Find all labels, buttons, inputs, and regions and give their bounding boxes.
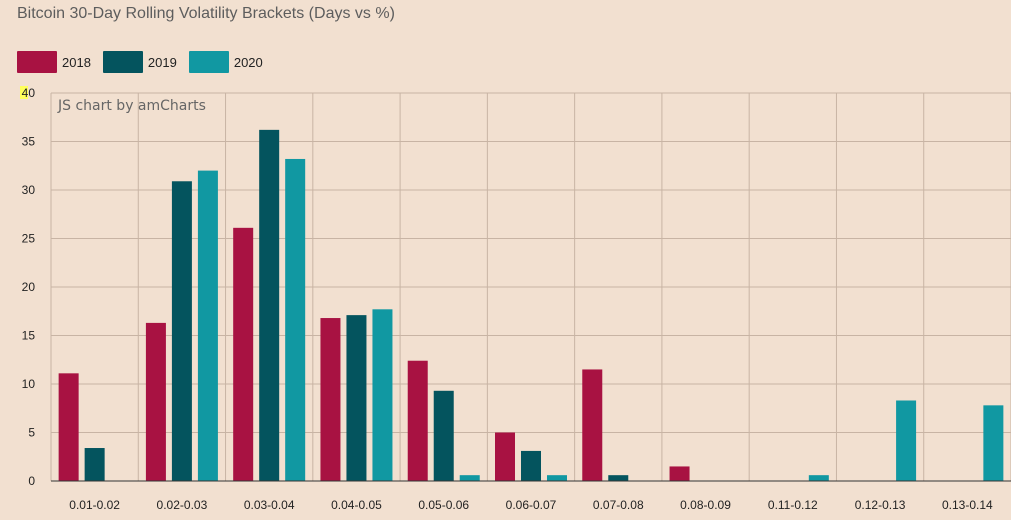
x-tick-label: 0.06-0.07 [506, 498, 557, 512]
legend-swatch-2018 [17, 51, 57, 73]
bar-2019-0.04-0.05[interactable] [346, 315, 367, 481]
x-tick-label: 0.01-0.02 [69, 498, 120, 512]
bar-2019-0.06-0.07[interactable] [521, 450, 541, 481]
x-tick-label: 0.13-0.14 [942, 498, 993, 512]
y-tick-label: 40 [22, 86, 36, 100]
legend-label-2018: 2018 [62, 54, 91, 70]
bar-layer [58, 129, 1004, 482]
bar-2020-0.02-0.03[interactable] [197, 170, 218, 481]
bar-2020-0.06-0.07[interactable] [547, 475, 567, 481]
axis-layer: 0 5 10 15 20 25 30 35 40 0.01-0.02 0.02-0.03 0.03-0… [20, 86, 1011, 512]
legend-swatch-2020 [188, 51, 229, 73]
bar-2020-0.05-0.06[interactable] [459, 475, 480, 481]
bar-2019-0.01-0.02[interactable] [84, 448, 105, 481]
bar-2018-0.01-0.02[interactable] [58, 373, 79, 481]
x-tick-label: 0.12-0.13 [855, 498, 906, 512]
bar-2018-0.02-0.03[interactable] [145, 322, 166, 481]
y-tick-label: 15 [22, 329, 36, 343]
bar-2020-0.04-0.05[interactable] [372, 309, 393, 481]
bar-2018-0.05-0.06[interactable] [407, 360, 428, 481]
bar-2020-0.03-0.04[interactable] [285, 158, 306, 481]
x-tick-label: 0.03-0.04 [244, 498, 295, 512]
y-tick-label: 30 [22, 183, 36, 197]
y-tick-label: 20 [22, 280, 36, 294]
y-tick-label: 5 [28, 426, 35, 440]
tick-highlight [20, 86, 28, 99]
y-tick-label: 25 [22, 232, 36, 246]
bar-2020-0.12-0.13[interactable] [896, 400, 917, 481]
bar-2020-0.13-0.14[interactable] [983, 405, 1004, 481]
bar-2019-0.03-0.04[interactable] [259, 129, 280, 482]
bar-2019-0.05-0.06[interactable] [433, 390, 454, 481]
x-tick-label: 0.08-0.09 [680, 498, 731, 512]
bar-2018-0.06-0.07[interactable] [495, 432, 515, 482]
x-tick-label: 0.02-0.03 [157, 498, 208, 512]
x-tick-label: 0.07-0.08 [593, 498, 644, 512]
bar-2018-0.03-0.04[interactable] [233, 227, 254, 481]
grid-layer [50, 92, 1011, 482]
y-tick-label: 10 [22, 377, 36, 391]
y-tick-label: 35 [22, 135, 36, 149]
bar-2018-0.04-0.05[interactable] [320, 318, 341, 481]
bar-2018-0.08-0.09[interactable] [669, 466, 690, 481]
legend-item-2018[interactable]: 2018 [17, 51, 91, 73]
legend-item-2020[interactable]: 2020 [188, 51, 263, 73]
legend-item-2019[interactable]: 2019 [102, 51, 177, 73]
x-tick-label: 0.05-0.06 [418, 498, 469, 512]
legend-label-2019: 2019 [147, 54, 177, 70]
chart-credit[interactable]: JS chart by amCharts [58, 98, 206, 114]
bar-2020-0.11-0.12[interactable] [808, 475, 829, 481]
chart-legend: 2018 2019 2020 [17, 51, 275, 73]
y-tick-label: 0 [28, 474, 35, 488]
legend-label-2020: 2020 [233, 54, 263, 70]
bar-2019-0.02-0.03[interactable] [171, 181, 192, 481]
bar-2018-0.07-0.08[interactable] [582, 369, 603, 481]
bar-2019-0.07-0.08[interactable] [608, 475, 629, 481]
x-tick-label: 0.04-0.05 [331, 498, 382, 512]
chart-title: Bitcoin 30-Day Rolling Volatility Bracke… [17, 5, 395, 22]
legend-swatch-2019 [102, 51, 143, 73]
x-tick-label: 0.11-0.12 [768, 498, 818, 512]
